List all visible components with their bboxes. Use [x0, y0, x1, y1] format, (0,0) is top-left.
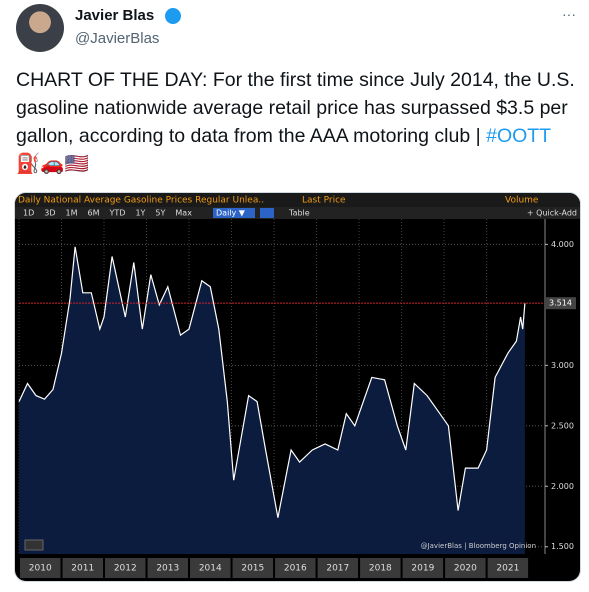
x-tick-label: 2016 [284, 564, 307, 574]
x-band [105, 558, 146, 578]
area [19, 246, 525, 555]
x-tick-label: 2020 [454, 564, 477, 574]
toolbar-item: 1D [23, 209, 34, 218]
toolbar-item: 6M [88, 209, 100, 218]
chart-image[interactable]: Daily National Average Gasoline Prices R… [14, 192, 581, 582]
toolbar [15, 207, 580, 219]
y-tick-label: 3.000 [551, 361, 574, 370]
legend-last: Last Price [302, 196, 346, 206]
title-bar [15, 193, 580, 207]
toolbar-item: 1M [66, 209, 78, 218]
x-band [445, 558, 486, 578]
tweet-text: CHART OF THE DAY: For the first time sin… [16, 66, 576, 178]
last-price-label: 3.514 [549, 299, 572, 308]
author-name[interactable]: Javier Blas [75, 7, 155, 24]
x-tick-label: 2012 [114, 564, 137, 574]
y-tick-label: 2.000 [551, 482, 574, 491]
x-band [20, 558, 61, 578]
x-band [147, 558, 189, 578]
y-tick-label: 4.000 [551, 240, 574, 249]
x-tick-label: 2018 [369, 564, 392, 574]
x-tick-label: 2014 [199, 564, 222, 574]
x-tick-label: 2017 [326, 564, 349, 574]
emoji: ⛽🚗🇺🇸 [16, 153, 89, 175]
x-tick-label: 2019 [411, 564, 434, 574]
line [18, 246, 526, 518]
watermark: @JavierBlas | Bloomberg Opinion [421, 542, 536, 550]
avatar[interactable] [16, 4, 64, 52]
verified-badge [165, 8, 181, 24]
x-tick-label: 2011 [71, 564, 94, 574]
chart-title: Daily National Average Gasoline Prices R… [18, 196, 264, 206]
chart-type-button[interactable] [260, 208, 274, 218]
x-band [402, 558, 444, 578]
hashtag[interactable]: #OOTT [486, 125, 551, 147]
x-band [62, 558, 104, 578]
toolbar-item: 5Y [155, 209, 165, 218]
chart: Daily National Average Gasoline Prices R… [15, 193, 580, 578]
toolbar-item: 1Y [135, 209, 145, 218]
x-tick-label: 2021 [496, 564, 519, 574]
tweet-body: CHART OF THE DAY: For the first time sin… [16, 69, 575, 147]
more-button[interactable]: ··· [562, 6, 576, 22]
period[interactable]: Daily ▼ [216, 209, 246, 218]
table-button[interactable]: Table [288, 209, 310, 218]
x-tick-label: 2010 [29, 564, 52, 574]
last-price-box [546, 297, 576, 310]
toolbar-item: 3D [44, 209, 55, 218]
toolbar-item: Max [175, 209, 192, 218]
x-band [275, 558, 316, 578]
period-button[interactable] [213, 208, 255, 218]
x-band [232, 558, 274, 578]
x-band [190, 558, 231, 578]
x-tick-label: 2013 [156, 564, 179, 574]
author-handle[interactable]: @JavierBlas [75, 30, 160, 47]
y-tick-label: 2.500 [551, 421, 574, 430]
x-band [317, 558, 359, 578]
legend-volume: Volume [505, 196, 539, 206]
x-band [360, 558, 401, 578]
x-band [487, 558, 529, 578]
tool-icon [24, 539, 44, 551]
toolbar-item: YTD [109, 209, 126, 218]
y-tick-label: 1.500 [551, 542, 574, 551]
quick-add[interactable]: + Quick-Add [527, 209, 577, 218]
x-tick-label: 2015 [241, 564, 264, 574]
